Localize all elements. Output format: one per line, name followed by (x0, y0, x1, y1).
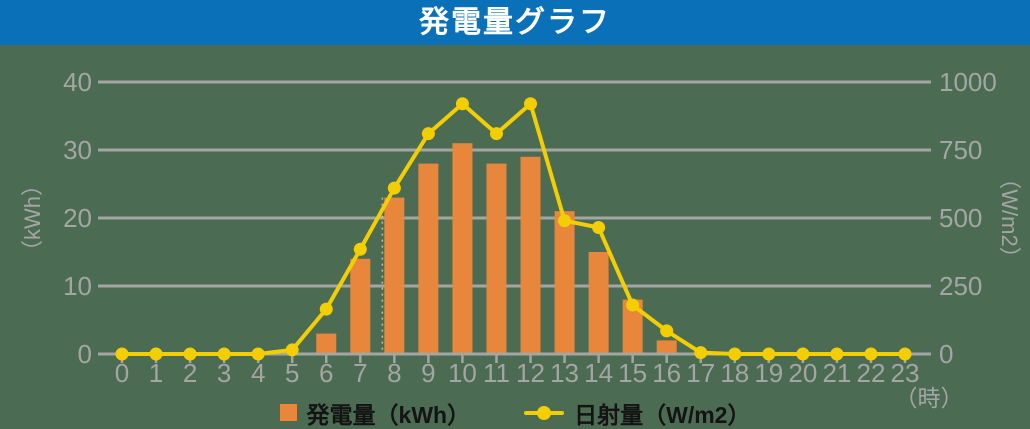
generation-bar (316, 333, 337, 354)
x-tick-label: 3 (217, 358, 231, 388)
x-tick-label: 21 (822, 358, 851, 388)
generation-bar-swatch-icon (279, 404, 297, 421)
generation-bar (452, 143, 473, 354)
x-tick-label: 5 (285, 358, 299, 388)
y-right-axis-unit-label: （W/m2） (997, 167, 1022, 268)
generation-bar (350, 258, 371, 354)
irradiance-point (285, 343, 299, 357)
irradiance-line-swatch-icon (524, 405, 565, 420)
x-tick-label: 16 (652, 358, 681, 388)
y-left-tick-label: 10 (63, 271, 92, 301)
x-tick-label: 1 (149, 358, 163, 388)
x-tick-label: 9 (421, 358, 435, 388)
irradiance-point (762, 347, 776, 361)
x-tick-label: 18 (720, 358, 749, 388)
irradiance-point (183, 347, 197, 361)
irradiance-point (864, 347, 878, 361)
x-tick-label: 0 (115, 358, 129, 388)
legend-generation-label: 発電量（kWh） (306, 401, 471, 428)
irradiance-point (217, 347, 231, 361)
generation-bar (622, 299, 643, 354)
x-tick-label: 11 (483, 358, 510, 388)
x-tick-label: 14 (584, 358, 613, 388)
y-left-tick-label: 40 (63, 67, 92, 97)
chart-legend: 発電量（kWh） 日射量（W/m2） (0, 396, 1030, 429)
generation-bar (418, 163, 439, 354)
generation-bar (656, 340, 677, 354)
irradiance-point (592, 221, 606, 235)
x-tick-label: 17 (686, 358, 715, 388)
x-axis-unit-label: （時） (895, 385, 964, 411)
irradiance-point (353, 242, 367, 256)
irradiance-point (728, 347, 742, 361)
y-right-tick-label: 250 (939, 271, 982, 301)
irradiance-point (489, 127, 503, 141)
x-tick-label: 10 (448, 358, 477, 388)
y-right-tick-label: 750 (939, 135, 982, 165)
header-bar: 発電量グラフ (0, 0, 1030, 45)
generation-bar (554, 211, 575, 354)
irradiance-point (660, 324, 674, 338)
y-left-tick-label: 20 (63, 203, 92, 233)
irradiance-point (558, 214, 572, 228)
x-tick-label: 8 (387, 358, 401, 388)
generation-bar (384, 197, 405, 354)
irradiance-point (421, 127, 435, 141)
x-tick-label: 4 (251, 358, 265, 388)
irradiance-point (796, 347, 810, 361)
irradiance-point (455, 97, 469, 111)
y-right-tick-label: 500 (939, 203, 982, 233)
legend-item-irradiance: 日射量（W/m2） (524, 396, 750, 429)
x-tick-label: 23 (891, 358, 920, 388)
x-tick-label: 19 (754, 358, 783, 388)
x-tick-label: 22 (856, 358, 885, 388)
legend-irradiance-label: 日射量（W/m2） (574, 401, 751, 428)
y-right-tick-label: 1000 (939, 67, 997, 97)
y-left-tick-label: 30 (63, 135, 92, 165)
irradiance-point (149, 347, 163, 361)
irradiance-point (251, 347, 265, 361)
irradiance-point (898, 347, 912, 361)
x-tick-label: 6 (319, 358, 333, 388)
x-tick-label: 7 (353, 358, 367, 388)
generation-bar (588, 252, 609, 354)
x-tick-label: 12 (516, 358, 545, 388)
generation-bar (520, 156, 541, 354)
y-left-axis-unit-label: （kWh） (20, 174, 45, 262)
irradiance-point (830, 347, 844, 361)
irradiance-line (120, 101, 907, 356)
irradiance-point (524, 97, 538, 111)
x-tick-label: 13 (550, 358, 579, 388)
x-tick-label: 20 (788, 358, 817, 388)
page-title: 発電量グラフ (419, 6, 611, 39)
irradiance-point (626, 298, 640, 312)
x-tick-label: 2 (183, 358, 197, 388)
y-left-tick-label: 0 (78, 339, 92, 369)
irradiance-point (387, 181, 401, 195)
y-right-tick-label: 0 (939, 339, 953, 369)
irradiance-point (115, 347, 129, 361)
irradiance-point (319, 302, 333, 316)
irradiance-point (694, 346, 708, 360)
legend-item-generation: 発電量（kWh） (279, 396, 471, 429)
x-tick-label: 15 (618, 358, 647, 388)
generation-bar (486, 163, 507, 354)
